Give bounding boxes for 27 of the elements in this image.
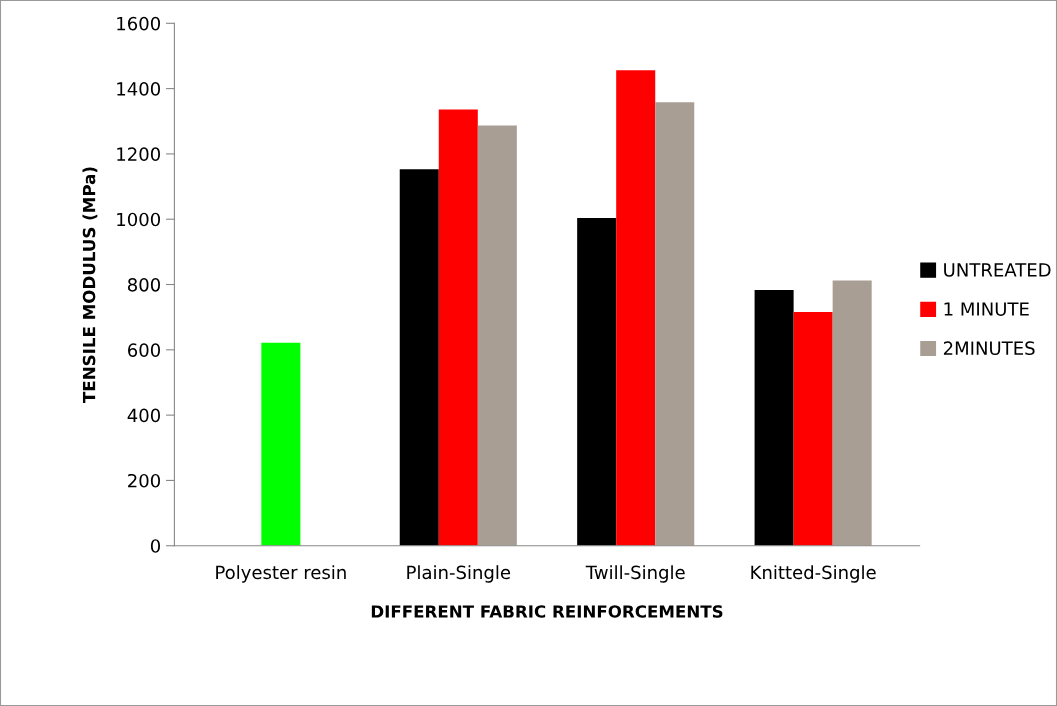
legend-label: 2MINUTES [943, 341, 1035, 356]
bar [754, 290, 794, 546]
bar [793, 311, 833, 546]
y-tick-label: 0 [150, 539, 161, 553]
x-tick-label: Polyester resin [216, 565, 346, 583]
x-tick-label: Plain-Single [407, 565, 511, 583]
bar [616, 70, 656, 546]
legend-label: 1 MINUTE [944, 302, 1029, 316]
bar [477, 125, 517, 546]
y-tick-label: 1600 [117, 16, 161, 31]
bar [438, 109, 478, 546]
y-tick-label: 1400 [117, 82, 161, 96]
legend-label: UNTREATED [944, 263, 1051, 277]
y-tick-label: 1000 [117, 212, 161, 227]
bar [399, 169, 439, 546]
bar [655, 102, 695, 546]
x-tick-label: Twill-Single [585, 565, 685, 583]
y-tick-label: 600 [128, 343, 161, 357]
y-tick-label: 400 [127, 408, 161, 423]
x-axis-title: DIFFERENT FABRIC REINFORCEMENTS [371, 605, 723, 618]
y-axis-title: TENSILE MODULUS (MPa) [82, 167, 98, 403]
bar [832, 280, 872, 546]
bar [577, 217, 617, 546]
y-tick-label: 200 [128, 473, 161, 488]
y-tick-label: 800 [127, 277, 161, 292]
y-tick-label: 1200 [117, 147, 161, 162]
x-tick-label: Knitted-Single [751, 565, 876, 583]
